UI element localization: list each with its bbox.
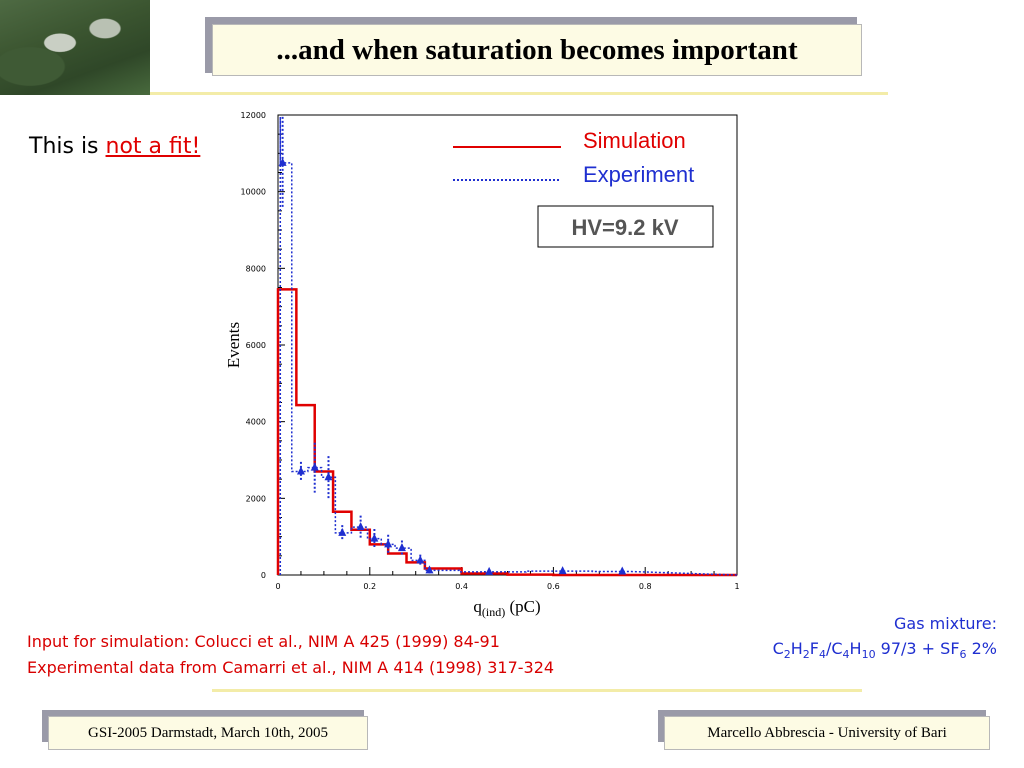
gas-sf6-subscript: 6 bbox=[959, 648, 967, 662]
experiment-data-point bbox=[296, 466, 305, 475]
experiment-data-point bbox=[416, 555, 425, 564]
x-tick-label: 0.8 bbox=[639, 582, 652, 591]
y-tick-label: 2000 bbox=[246, 494, 266, 503]
legend-simulation-label: Simulation bbox=[583, 128, 686, 153]
title-rule bbox=[150, 92, 888, 95]
x-tick-label: 0.6 bbox=[547, 582, 560, 591]
experiment-data-point bbox=[425, 565, 434, 574]
x-axis-ticks: 0 0.2 0.4 0.6 0.8 1 bbox=[275, 567, 740, 591]
x-tick-label: 0.2 bbox=[363, 582, 376, 591]
experiment-data-point bbox=[397, 543, 406, 552]
experiment-series bbox=[278, 116, 738, 576]
footer-rule bbox=[212, 689, 862, 692]
gas-percent: 2% bbox=[966, 639, 997, 658]
note-prefix: This is bbox=[29, 134, 106, 159]
gas-formula: C2H2F4/C4H10 97/3 + SF6 2% bbox=[772, 639, 997, 662]
hv-annotation: HV=9.2 kV bbox=[537, 205, 714, 248]
hv-annotation-box bbox=[537, 205, 714, 248]
y-tick-label: 6000 bbox=[246, 341, 266, 350]
hv-annotation-text: HV=9.2 kV bbox=[571, 215, 678, 240]
slide-title: ...and when saturation becomes important bbox=[276, 33, 798, 66]
footer-left-text: GSI-2005 Darmstadt, March 10th, 2005 bbox=[88, 724, 328, 741]
experiment-data-point bbox=[384, 539, 393, 548]
x-axis-label-unit: (pC) bbox=[505, 597, 540, 616]
experiment-data-point bbox=[338, 527, 347, 536]
x-tick-label: 1 bbox=[734, 582, 739, 591]
footer-right-text: Marcello Abbrescia - University of Bari bbox=[707, 724, 947, 741]
y-tick-label: 10000 bbox=[241, 188, 266, 197]
footer-left-box: GSI-2005 Darmstadt, March 10th, 2005 bbox=[48, 716, 368, 750]
footer-right-box: Marcello Abbrescia - University of Bari bbox=[664, 716, 990, 750]
experiment-data-point bbox=[356, 522, 365, 531]
y-tick-label: 4000 bbox=[246, 418, 266, 427]
x-axis-label-sub: (ind) bbox=[482, 605, 505, 619]
experiment-step-line bbox=[279, 116, 738, 576]
references: Input for simulation: Colucci et al., NI… bbox=[27, 629, 554, 681]
reference-experiment: Experimental data from Camarri et al., N… bbox=[27, 658, 555, 677]
x-axis-label-main: q bbox=[473, 597, 482, 616]
slide-title-box: ...and when saturation becomes important bbox=[212, 24, 862, 76]
experiment-data-point bbox=[278, 157, 287, 166]
experiment-data-point bbox=[310, 462, 319, 471]
experiment-data-point bbox=[558, 566, 567, 575]
x-axis-label: q(ind) (pC) bbox=[473, 597, 540, 619]
y-tick-label: 0 bbox=[261, 571, 266, 580]
note-emphasis: not a fit! bbox=[105, 134, 201, 159]
legend-experiment-label: Experiment bbox=[583, 162, 694, 187]
not-a-fit-note: This is not a fit! bbox=[29, 134, 200, 159]
experiment-data-point bbox=[485, 566, 494, 575]
gas-mixture: Gas mixture: C2H2F4/C4H10 97/3 + SF6 2% bbox=[773, 611, 997, 667]
y-tick-label: 8000 bbox=[246, 264, 266, 273]
reference-simulation: Input for simulation: Colucci et al., NI… bbox=[27, 632, 500, 651]
experiment-data-point bbox=[324, 472, 333, 481]
site-aerial-photo bbox=[0, 0, 150, 95]
experiment-data-point bbox=[618, 566, 627, 575]
y-axis-label: Events bbox=[224, 322, 243, 368]
gas-label: Gas mixture: bbox=[894, 614, 997, 633]
x-tick-label: 0.4 bbox=[455, 582, 468, 591]
legend: Simulation Experiment bbox=[453, 128, 694, 187]
charge-spectrum-chart: 0 2000 4000 6000 8000 10000 12000 0 0.2 0.4 0.6 0.… bbox=[224, 111, 740, 619]
experiment-data-point bbox=[370, 533, 379, 542]
y-tick-label: 12000 bbox=[241, 111, 266, 120]
x-tick-label: 0 bbox=[275, 582, 280, 591]
gas-mixture-suffix: 97/3 + SF bbox=[875, 639, 960, 658]
y-axis-ticks: 0 2000 4000 6000 8000 10000 12000 bbox=[241, 111, 285, 580]
